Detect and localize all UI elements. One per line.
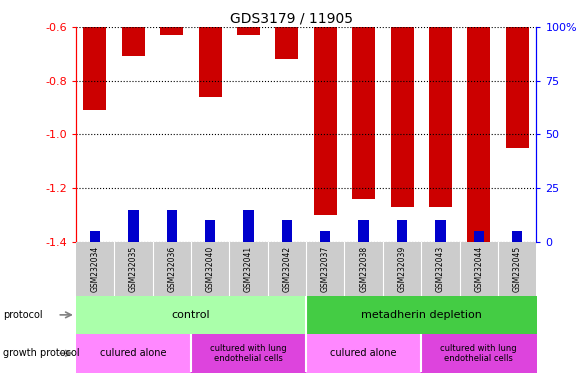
- Text: metadherin depletion: metadherin depletion: [361, 310, 482, 320]
- Text: GSM232034: GSM232034: [90, 246, 100, 292]
- Bar: [391, 27, 413, 207]
- Text: control: control: [171, 310, 210, 320]
- Bar: [275, 27, 298, 59]
- Text: cultured with lung
endothelial cells: cultured with lung endothelial cells: [210, 344, 287, 363]
- Text: GSM232037: GSM232037: [321, 246, 330, 292]
- Bar: [282, 220, 292, 242]
- Bar: [436, 220, 445, 242]
- Bar: [397, 220, 407, 242]
- Bar: [122, 27, 145, 56]
- Bar: [243, 210, 254, 242]
- Bar: [505, 27, 529, 148]
- Bar: [429, 27, 452, 207]
- Bar: [512, 231, 522, 242]
- Bar: [320, 231, 331, 242]
- Bar: [473, 231, 484, 242]
- Text: GSM232042: GSM232042: [282, 246, 292, 292]
- Bar: [199, 27, 222, 97]
- Text: GSM232038: GSM232038: [359, 246, 368, 292]
- Text: culured alone: culured alone: [331, 348, 397, 358]
- Text: protocol: protocol: [3, 310, 43, 320]
- Text: GSM232044: GSM232044: [475, 246, 483, 292]
- Text: GSM232043: GSM232043: [436, 246, 445, 292]
- Bar: [167, 210, 177, 242]
- Bar: [83, 27, 107, 110]
- Text: GSM232036: GSM232036: [167, 246, 176, 292]
- Text: GDS3179 / 11905: GDS3179 / 11905: [230, 12, 353, 25]
- Bar: [128, 210, 139, 242]
- Text: growth protocol: growth protocol: [3, 348, 79, 358]
- Bar: [352, 27, 375, 199]
- Text: cultured with lung
endothelial cells: cultured with lung endothelial cells: [441, 344, 517, 363]
- Bar: [237, 27, 260, 35]
- Text: GSM232041: GSM232041: [244, 246, 253, 292]
- Bar: [205, 220, 215, 242]
- Bar: [314, 27, 337, 215]
- Text: GSM232039: GSM232039: [398, 246, 406, 292]
- Text: GSM232035: GSM232035: [129, 246, 138, 292]
- Bar: [90, 231, 100, 242]
- Text: GSM232045: GSM232045: [512, 246, 522, 292]
- Bar: [359, 220, 369, 242]
- Bar: [160, 27, 183, 35]
- Bar: [467, 27, 490, 242]
- Text: culured alone: culured alone: [100, 348, 167, 358]
- Text: GSM232040: GSM232040: [206, 246, 215, 292]
